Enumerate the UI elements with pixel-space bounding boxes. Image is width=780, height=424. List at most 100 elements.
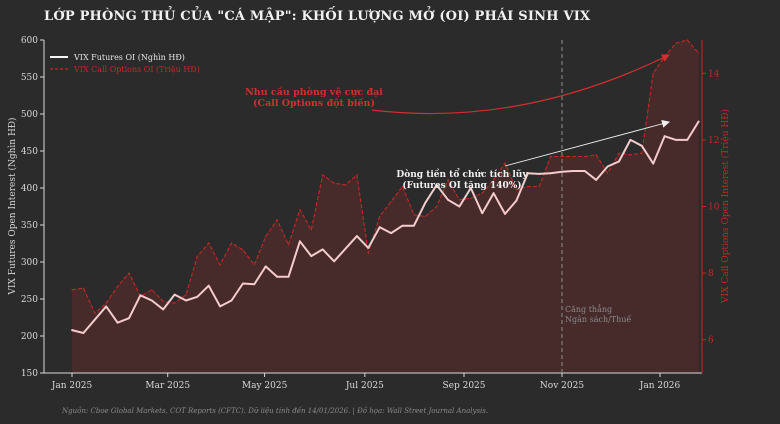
options-data-point bbox=[413, 214, 415, 216]
options-data-point bbox=[618, 152, 620, 154]
futures-data-point bbox=[686, 139, 689, 141]
options-data-point bbox=[447, 179, 449, 181]
futures-data-point bbox=[652, 162, 655, 165]
futures-data-point bbox=[424, 201, 427, 204]
options-data-point bbox=[151, 289, 153, 291]
options-data-point bbox=[196, 255, 198, 258]
futures-data-point bbox=[697, 120, 700, 123]
futures-data-point bbox=[378, 226, 381, 229]
x-tick-label: Jan 2026 bbox=[639, 381, 681, 391]
legend: VIX Futures OI (Nghìn HĐ) VIX Call Optio… bbox=[50, 53, 200, 74]
options-data-point bbox=[310, 229, 312, 231]
options-data-point bbox=[470, 197, 472, 199]
options-data-point bbox=[71, 289, 73, 291]
options-data-point bbox=[458, 199, 461, 201]
futures-data-point bbox=[264, 265, 267, 268]
left-tick-label: 600 bbox=[21, 36, 38, 46]
options-data-point bbox=[390, 200, 392, 203]
left-axis-label: VIX Futures Open Interest (Nghìn HĐ) bbox=[7, 117, 18, 295]
options-data-point bbox=[595, 154, 597, 156]
futures-annotation-line2: (Futures OI tăng 140%) bbox=[402, 180, 521, 191]
options-data-point bbox=[698, 52, 700, 54]
futures-data-point bbox=[242, 282, 244, 285]
options-data-point bbox=[253, 264, 255, 266]
futures-data-point bbox=[435, 184, 438, 186]
right-tick-label: 12 bbox=[708, 136, 719, 146]
options-data-point bbox=[493, 179, 495, 181]
options-data-point bbox=[561, 155, 563, 158]
options-data-point bbox=[94, 312, 96, 314]
left-tick-label: 200 bbox=[21, 332, 38, 342]
right-tick-label: 6 bbox=[708, 336, 714, 346]
futures-data-point bbox=[640, 144, 643, 147]
options-data-point bbox=[208, 242, 210, 244]
left-tick-label: 300 bbox=[21, 258, 38, 268]
options-data-point bbox=[515, 189, 518, 191]
x-tick-label: Jan 2025 bbox=[51, 381, 93, 391]
x-tick-label: May 2025 bbox=[242, 381, 288, 391]
futures-data-point bbox=[253, 283, 256, 286]
options-data-point bbox=[242, 249, 244, 251]
options-area-path bbox=[72, 40, 699, 373]
futures-data-point bbox=[481, 212, 484, 215]
options-annotation-line2: (Call Options đột biến) bbox=[253, 97, 375, 109]
futures-data-point bbox=[549, 172, 552, 175]
options-data-point bbox=[287, 244, 290, 246]
futures-data-point bbox=[355, 235, 358, 238]
series-line-options bbox=[71, 39, 700, 315]
futures-data-point bbox=[469, 187, 472, 189]
futures-data-point bbox=[390, 232, 392, 235]
futures-data-point bbox=[526, 172, 529, 175]
right-tick-label: 8 bbox=[708, 269, 714, 279]
futures-annotation-line1: Dòng tiền tổ chức tích lũy bbox=[396, 168, 528, 180]
options-data-point bbox=[401, 185, 404, 188]
futures-data-point bbox=[139, 294, 142, 297]
options-data-point bbox=[641, 152, 643, 154]
options-data-point bbox=[424, 215, 426, 218]
options-data-point bbox=[675, 42, 677, 44]
options-data-point bbox=[379, 215, 381, 218]
options-data-point bbox=[162, 300, 164, 303]
futures-data-point bbox=[287, 275, 290, 278]
futures-data-point bbox=[185, 299, 187, 302]
futures-data-point bbox=[504, 213, 506, 215]
futures-data-point bbox=[196, 295, 199, 298]
options-data-point bbox=[538, 185, 540, 188]
options-data-point bbox=[219, 264, 221, 266]
left-tick-label: 350 bbox=[21, 221, 38, 231]
futures-data-point bbox=[93, 318, 96, 321]
futures-annotation-arrow bbox=[504, 119, 670, 167]
options-data-point bbox=[367, 252, 369, 254]
options-data-point bbox=[265, 235, 267, 238]
x-tick-label: Sep 2025 bbox=[442, 381, 485, 391]
futures-data-point bbox=[321, 248, 324, 251]
options-data-point bbox=[629, 154, 631, 156]
legend-label-futures: VIX Futures OI (Nghìn HĐ) bbox=[73, 53, 185, 62]
options-data-point bbox=[572, 155, 574, 158]
options-data-point bbox=[606, 172, 609, 174]
options-data-point bbox=[173, 302, 176, 304]
event-label-line2: Ngân sách/Thuế bbox=[565, 315, 631, 324]
futures-data-point bbox=[344, 247, 347, 250]
futures-data-point bbox=[412, 224, 415, 227]
options-annotation-line1: Nhu cầu phòng vệ cực đại bbox=[245, 86, 383, 98]
futures-data-point bbox=[219, 305, 222, 308]
options-data-point bbox=[550, 155, 552, 158]
options-data-point bbox=[230, 242, 233, 244]
futures-data-point bbox=[367, 247, 370, 249]
options-data-point bbox=[481, 192, 483, 194]
options-data-point bbox=[356, 174, 358, 176]
x-tick-label: Nov 2025 bbox=[540, 381, 584, 391]
options-data-point bbox=[527, 185, 529, 188]
futures-data-point bbox=[595, 178, 598, 181]
left-tick-label: 450 bbox=[21, 147, 38, 157]
options-data-point bbox=[652, 72, 654, 74]
x-tick-label: Jul 2025 bbox=[345, 381, 384, 391]
left-tick-label: 250 bbox=[21, 295, 38, 305]
options-data-point bbox=[344, 184, 347, 186]
futures-data-point bbox=[207, 284, 210, 287]
futures-data-point bbox=[538, 173, 541, 175]
futures-data-point bbox=[333, 260, 335, 263]
options-data-point bbox=[333, 182, 335, 184]
